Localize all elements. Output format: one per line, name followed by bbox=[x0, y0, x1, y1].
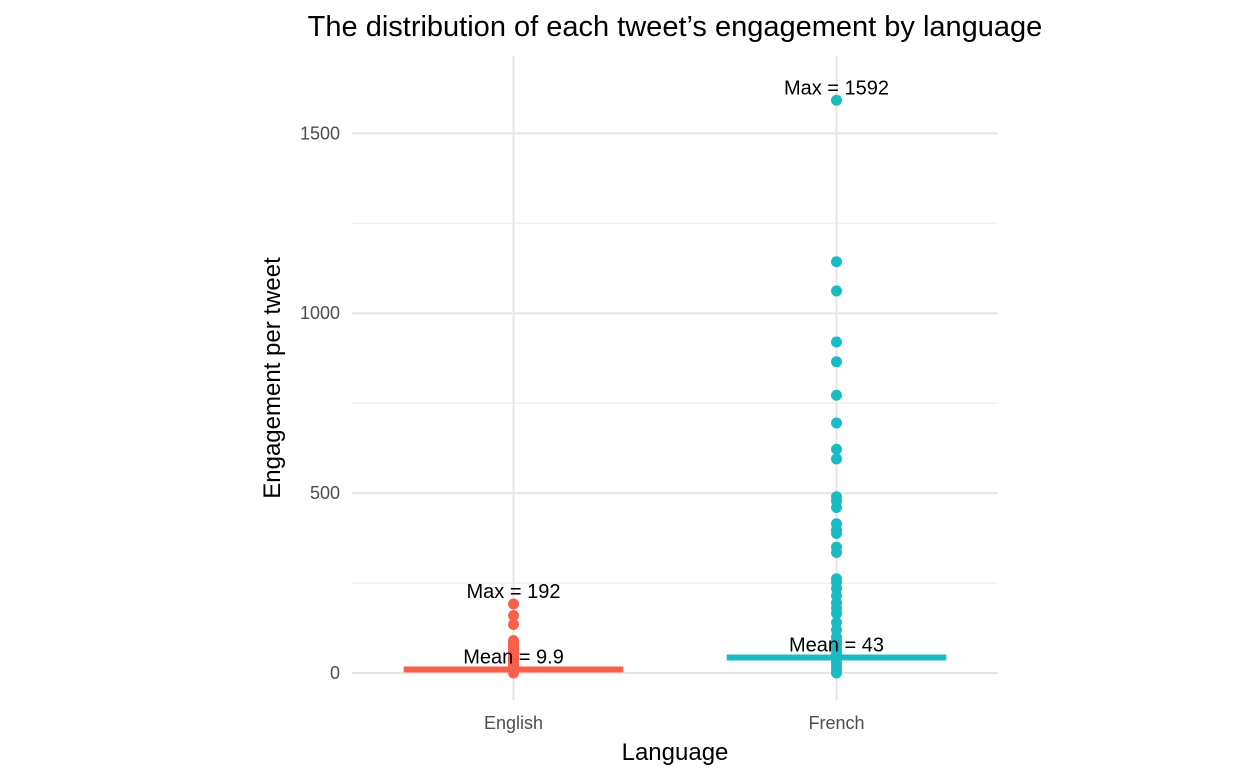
x-axis-title: Language bbox=[622, 739, 729, 766]
y-tick-label: 1500 bbox=[300, 123, 340, 143]
data-point bbox=[831, 608, 842, 620]
data-point bbox=[508, 598, 519, 610]
label-layer: Mean = 9.9 Max = 192 Mean = 43 Max = 1592 bbox=[463, 77, 889, 668]
y-tick-label: 1000 bbox=[300, 303, 340, 323]
data-point bbox=[508, 609, 519, 621]
data-point bbox=[831, 94, 842, 106]
data-point bbox=[831, 417, 842, 429]
data-point bbox=[831, 546, 842, 558]
data-point bbox=[831, 502, 842, 514]
x-tick-label: French bbox=[808, 713, 864, 733]
data-point bbox=[508, 618, 519, 630]
data-point bbox=[831, 443, 842, 455]
y-tick-label: 500 bbox=[310, 483, 340, 503]
data-point bbox=[831, 256, 842, 268]
mean-label: Mean = 43 bbox=[789, 635, 884, 657]
max-label: Max = 192 bbox=[467, 581, 561, 603]
data-point bbox=[831, 356, 842, 368]
point-layer bbox=[508, 94, 842, 679]
data-point bbox=[831, 285, 842, 297]
data-point bbox=[831, 336, 842, 348]
data-point bbox=[831, 667, 842, 679]
x-tick-label: English bbox=[484, 713, 543, 733]
data-point bbox=[831, 389, 842, 401]
grid-layer: 0 500 1000 1500 English French bbox=[300, 56, 998, 733]
data-point bbox=[831, 527, 842, 539]
chart-title: The distribution of each tweet’s engagem… bbox=[308, 11, 1043, 43]
data-point bbox=[508, 667, 519, 679]
y-axis-title: Engagement per tweet bbox=[259, 257, 286, 499]
max-label: Max = 1592 bbox=[784, 77, 889, 99]
data-point bbox=[831, 453, 842, 465]
y-tick-label: 0 bbox=[330, 663, 340, 683]
mean-label: Mean = 9.9 bbox=[463, 646, 564, 668]
